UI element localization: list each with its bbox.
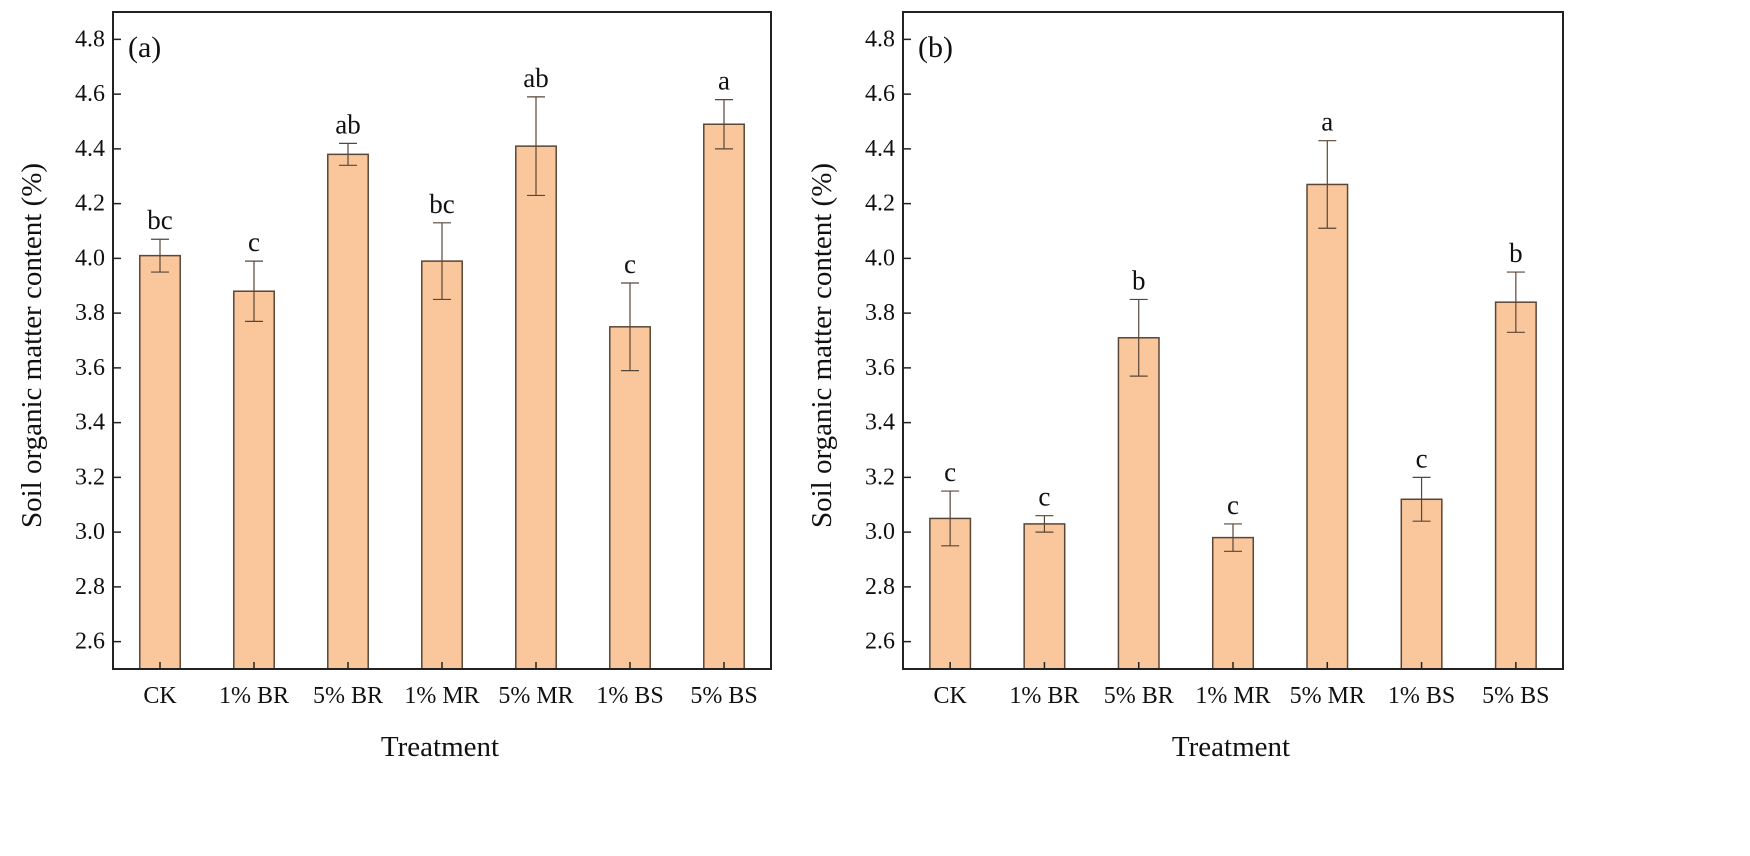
panel-b-significance-label: b	[1132, 265, 1146, 295]
panel-a-y-axis-title: Soil organic matter content (%)	[16, 163, 48, 528]
panel-b-y-tick-label: 4.4	[865, 136, 895, 162]
panel-a-label: (a)	[128, 31, 161, 64]
panel-a-y-ticks: 2.6 2.8 3.0 3.2 3.4 3.6 3.8 4.0 4.2 4.4 4.6 4.8	[75, 26, 121, 655]
panel-b-y-tick-label: 4.8	[865, 26, 895, 52]
panel-a-bar	[703, 123, 745, 670]
panel-a-x-tick-label: 5% BS	[690, 683, 757, 709]
panel-a-y-tick-label: 4.8	[75, 26, 105, 52]
panel-a-y-tick-label: 2.8	[75, 574, 105, 600]
panel-b-error-bars	[941, 140, 1525, 552]
panel-a-y-tick-label: 3.2	[75, 464, 105, 490]
panel-b-x-tick-label: 5% BR	[1104, 683, 1174, 709]
panel-b-y-tick-label: 3.6	[865, 355, 895, 381]
panel-a-y-tick-label: 4.6	[75, 81, 105, 107]
panel-b-significance-label: c	[1227, 490, 1239, 520]
panel-a-significance-label: c	[248, 227, 260, 257]
panel-b-y-tick-label: 3.0	[865, 519, 895, 545]
panel-b-significance-label: b	[1509, 238, 1523, 268]
panel-b-bar	[1023, 523, 1066, 670]
panel-b-label: (b)	[918, 31, 953, 64]
panel-b-bar	[1117, 337, 1160, 670]
panel-a-y-tick-label: 3.6	[75, 355, 105, 381]
panel-a-x-tick-label: 1% BS	[596, 683, 663, 709]
panel-b-y-tick-label: 4.6	[865, 81, 895, 107]
panel-a-x-axis-title: Treatment	[381, 731, 499, 763]
panel-b-bar	[1306, 183, 1349, 670]
panel-b-x-tick-label: CK	[933, 683, 967, 709]
panel-a-significance-label: bc	[429, 189, 455, 219]
panel-b-significance-label: c	[1416, 443, 1428, 473]
panel-a: bc c ab bc ab c a 2.6 2.8 3.0 3.2 3.4 3.6 3.8 4.0 4.2 4…	[16, 11, 772, 763]
panel-b-y-tick-label: 4.2	[865, 191, 895, 217]
panel-b-y-tick-label: 4.0	[865, 245, 895, 271]
panel-a-error-bars	[151, 96, 733, 372]
panel-a-significance-labels: bc c ab bc ab c a	[147, 63, 730, 279]
panel-a-plot-frame	[112, 11, 772, 670]
panel-a-x-tick-label: 1% MR	[404, 683, 479, 709]
panel-b-significance-labels: c c b c a c b	[944, 107, 1522, 520]
panel-a-significance-label: a	[718, 66, 730, 96]
panel-a-significance-label: bc	[147, 205, 173, 235]
panel-a-x-tick-label: 1% BR	[219, 683, 289, 709]
panel-a-bar	[515, 145, 557, 670]
panel-b-significance-label: c	[944, 457, 956, 487]
panel-a-bar	[139, 254, 181, 670]
panel-a-y-tick-label: 3.8	[75, 300, 105, 326]
panel-a-y-tick-label: 2.6	[75, 629, 105, 655]
panel-b-x-tick-label: 5% MR	[1290, 683, 1365, 709]
panel-a-y-tick-label: 4.2	[75, 191, 105, 217]
panel-b-y-tick-label: 3.4	[865, 410, 895, 436]
panel-b-y-ticks: 2.6 2.8 3.0 3.2 3.4 3.6 3.8 4.0 4.2 4.4 4.6 4.8	[865, 26, 911, 655]
panel-b-bars	[929, 183, 1537, 670]
panel-b-bar	[1400, 498, 1443, 670]
panel-b-y-axis-title: Soil organic matter content (%)	[806, 163, 838, 528]
panel-b-x-tick-label: 1% BR	[1009, 683, 1079, 709]
panel-a-y-tick-label: 3.0	[75, 519, 105, 545]
panel-b-y-tick-label: 2.8	[865, 574, 895, 600]
panel-b-y-tick-label: 2.6	[865, 629, 895, 655]
panel-a-x-ticks: CK 1% BR 5% BR 1% MR 5% MR 1% BS 5% BS	[143, 662, 758, 709]
panel-a-x-tick-label: 5% MR	[498, 683, 573, 709]
panel-a-bar	[327, 153, 369, 670]
panel-b-bar	[1494, 301, 1537, 670]
panel-a-significance-label: c	[624, 249, 636, 279]
panel-b-x-ticks: CK 1% BR 5% BR 1% MR 5% MR 1% BS 5% BS	[933, 662, 1550, 709]
panel-a-y-tick-label: 3.4	[75, 410, 105, 436]
panel-a-bar	[421, 260, 463, 670]
panel-b-significance-label: c	[1038, 482, 1050, 512]
panel-b-y-tick-label: 3.8	[865, 300, 895, 326]
panel-b-x-tick-label: 1% BS	[1388, 683, 1455, 709]
panel-a-x-tick-label: 5% BR	[313, 683, 383, 709]
panel-b-y-tick-label: 3.2	[865, 464, 895, 490]
panel-b-plot-frame	[902, 11, 1564, 670]
panel-b-x-tick-label: 1% MR	[1195, 683, 1270, 709]
panel-a-significance-label: ab	[523, 63, 548, 93]
panel-a-significance-label: ab	[335, 109, 360, 139]
panel-b: c c b c a c b 2.6 2.8 3.0 3.2 3.4 3.6 3.8 4.0 4.2 4.4 4.…	[806, 11, 1564, 763]
panel-b-x-tick-label: 5% BS	[1482, 683, 1549, 709]
panel-b-x-axis-title: Treatment	[1172, 731, 1290, 763]
panel-a-y-tick-label: 4.4	[75, 136, 105, 162]
panel-b-bar	[1211, 536, 1255, 670]
panel-a-bar	[233, 290, 275, 670]
panel-a-x-tick-label: CK	[143, 683, 177, 709]
panel-a-bar	[609, 326, 651, 670]
panel-b-significance-label: a	[1321, 107, 1333, 137]
panel-a-y-tick-label: 4.0	[75, 245, 105, 271]
